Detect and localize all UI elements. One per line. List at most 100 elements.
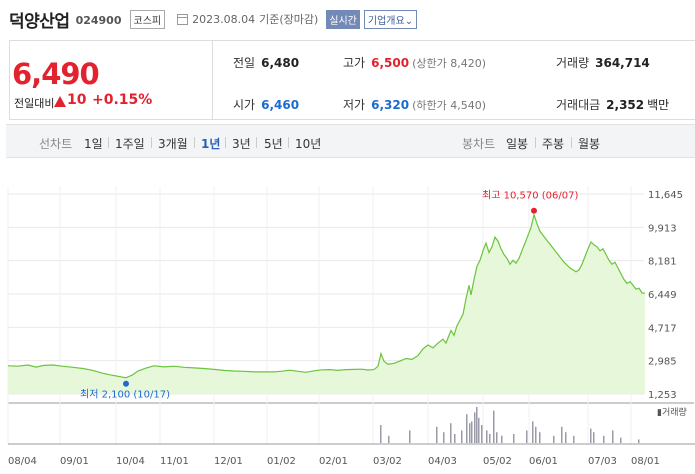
volume-bar bbox=[513, 434, 515, 443]
volume-bar bbox=[476, 407, 478, 443]
prev-day-label: 전일대비 bbox=[14, 97, 55, 110]
x-tick-label: 08/04 bbox=[8, 456, 37, 467]
price-change: 10 bbox=[67, 92, 87, 108]
price-chart: 최고 10,570 (06/07) 최저 2,100 (10/17) 11,645… bbox=[7, 186, 695, 467]
up-arrow-icon bbox=[54, 96, 66, 107]
candle-weekly[interactable]: 주봉 bbox=[542, 137, 565, 151]
y-axis: 11,645 9,913 8,181 6,449 4,717 2,985 1,253 ▮거래량 bbox=[648, 190, 687, 418]
divider bbox=[571, 137, 572, 148]
stat-volume: 거래량 364,714 bbox=[556, 54, 650, 71]
quote-date: 2023.08.04 bbox=[192, 12, 256, 26]
volume-bar bbox=[436, 426, 438, 443]
price-change-pct: +0.15% bbox=[92, 92, 153, 108]
divider bbox=[194, 137, 195, 148]
volume-bar bbox=[535, 426, 537, 443]
y-tick-label: 6,449 bbox=[648, 290, 677, 301]
lower-limit: (하한가 4,540) bbox=[412, 99, 486, 112]
volume-bar bbox=[561, 426, 563, 443]
x-axis: 08/04 09/01 10/04 11/01 12/01 01/02 02/01 03/02… bbox=[8, 456, 660, 467]
realtime-button[interactable]: 실시간 bbox=[326, 9, 360, 29]
candle-chart-label: 봉차트 bbox=[462, 137, 496, 151]
divider bbox=[288, 137, 289, 148]
volume-bar bbox=[590, 428, 592, 443]
company-info-button[interactable]: 기업개요⌄ bbox=[363, 9, 418, 29]
volume-bar bbox=[469, 423, 471, 443]
y-tick-label: 4,717 bbox=[648, 323, 677, 334]
volume-bar bbox=[496, 432, 498, 443]
current-price: 6,490 bbox=[12, 57, 100, 91]
stat-value: 6,460 bbox=[261, 98, 300, 112]
volume-bar bbox=[573, 435, 575, 443]
x-tick-label: 02/01 bbox=[319, 456, 348, 467]
stat-low: 저가 6,320 (하한가 4,540) bbox=[343, 96, 486, 113]
x-tick-label: 11/01 bbox=[160, 456, 189, 467]
candle-daily[interactable]: 일봉 bbox=[506, 137, 529, 151]
x-tick-label: 09/01 bbox=[60, 456, 89, 467]
volume-bar bbox=[501, 435, 503, 443]
volume-bar bbox=[620, 437, 622, 443]
line-chart-label: 선차트 bbox=[39, 137, 73, 151]
stat-open: 시가 6,460 bbox=[233, 96, 299, 113]
divider bbox=[108, 137, 109, 148]
period-3m[interactable]: 3개월 bbox=[158, 137, 188, 151]
market-badge: 코스피 bbox=[129, 9, 166, 29]
x-tick-label: 08/01 bbox=[631, 456, 660, 467]
volume-bar bbox=[603, 435, 605, 443]
volume-bar bbox=[471, 421, 473, 443]
volume-bar bbox=[493, 410, 495, 443]
volume-bar bbox=[553, 435, 555, 443]
price-area bbox=[8, 214, 645, 394]
chart-grid bbox=[7, 186, 695, 445]
x-tick-label: 04/03 bbox=[428, 456, 457, 467]
chevron-down-icon: ⌄ bbox=[404, 15, 414, 27]
volume-bar bbox=[612, 430, 614, 443]
volume-bar bbox=[409, 430, 411, 443]
stat-label: 전일 bbox=[233, 56, 256, 70]
stat-label: 거래대금 bbox=[556, 98, 601, 112]
y-tick-label: 11,645 bbox=[648, 190, 683, 201]
price-stats-panel: 전일 6,480 고가 6,500 (상한가 8,420) 거래량 364,714 시가… bbox=[213, 40, 695, 120]
stat-value: 6,320 bbox=[371, 98, 410, 112]
x-tick-label: 01/02 bbox=[267, 456, 296, 467]
x-tick-label: 12/01 bbox=[214, 456, 243, 467]
period-3y[interactable]: 3년 bbox=[232, 137, 251, 151]
y-tick-label: 1,253 bbox=[648, 390, 677, 401]
chart-marks: 최고 10,570 (06/07) 최저 2,100 (10/17) bbox=[80, 190, 578, 401]
volume-bars bbox=[380, 407, 640, 443]
volume-bar bbox=[638, 439, 640, 443]
volume-label: ▮거래량 bbox=[657, 406, 687, 418]
stat-label: 고가 bbox=[343, 56, 366, 70]
stock-name: 덕양산업 bbox=[9, 11, 70, 32]
period-10y[interactable]: 10년 bbox=[295, 137, 322, 151]
period-1y[interactable]: 1년 bbox=[201, 137, 221, 151]
candle-monthly[interactable]: 월봉 bbox=[578, 137, 601, 151]
period-1w[interactable]: 1주일 bbox=[115, 137, 145, 151]
period-1d[interactable]: 1일 bbox=[84, 137, 103, 151]
stat-label: 거래량 bbox=[556, 56, 590, 70]
volume-bar bbox=[466, 414, 468, 443]
stat-value: 2,352 bbox=[606, 98, 645, 112]
y-tick-label: 9,913 bbox=[648, 223, 677, 234]
stat-prev-close: 전일 6,480 bbox=[233, 54, 299, 71]
volume-bar bbox=[478, 417, 480, 443]
volume-bar bbox=[526, 430, 528, 443]
stock-code: 024900 bbox=[75, 13, 122, 27]
volume-bar bbox=[532, 421, 534, 443]
volume-bar bbox=[461, 430, 463, 443]
x-tick-label: 06/01 bbox=[529, 456, 558, 467]
volume-bar bbox=[443, 432, 445, 443]
volume-bar bbox=[454, 434, 456, 443]
chart-period-bar: 선차트 1일 1주일 3개월 1년 3년 5년 10년 봉차트 일봉 주봉 월봉 bbox=[6, 124, 695, 158]
volume-bar bbox=[388, 435, 390, 443]
period-5y[interactable]: 5년 bbox=[264, 137, 283, 151]
high-annotation: 최고 10,570 (06/07) bbox=[482, 190, 578, 202]
stat-value: 364,714 bbox=[595, 56, 650, 70]
stat-label: 저가 bbox=[343, 98, 366, 112]
divider bbox=[151, 137, 152, 148]
x-tick-label: 05/02 bbox=[483, 456, 512, 467]
calendar-icon bbox=[177, 13, 189, 25]
volume-bar bbox=[593, 432, 595, 443]
volume-bar bbox=[450, 423, 452, 443]
volume-bar bbox=[481, 425, 483, 443]
volume-bar bbox=[565, 432, 567, 443]
